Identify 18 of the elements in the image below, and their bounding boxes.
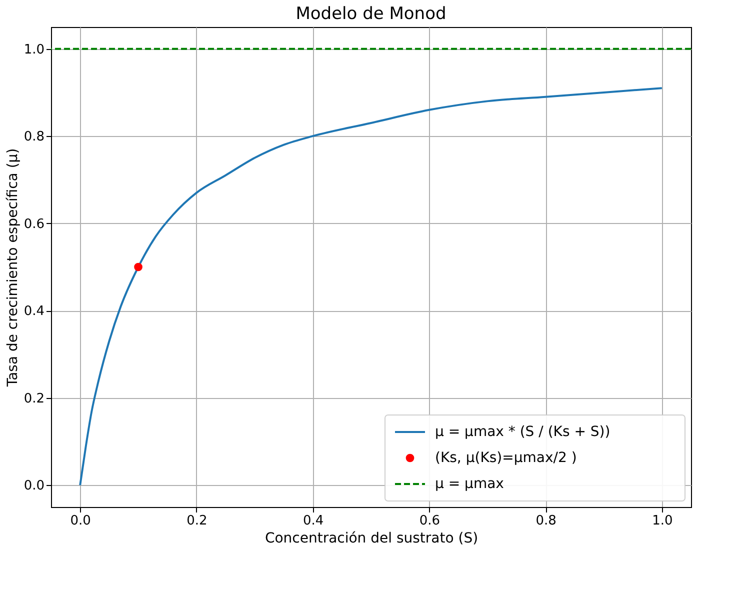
x-tick-label: 0.8 [536,514,556,528]
x-tick-label: 0.6 [419,514,440,528]
x-tick-label: 0.4 [302,514,324,528]
y-tick-label: 1.0 [24,42,44,58]
chart-title: Modelo de Monod [296,4,446,24]
y-tick-label: 0.0 [24,478,44,494]
y-axis-title: Tasa de crecimiento específica (μ) [4,148,21,388]
y-tick-label: 0.2 [24,391,44,406]
legend-label: (Ks, μ(Ks)=μmax/2 ) [435,450,577,466]
y-tick-label: 0.4 [24,304,44,320]
x-tick-label: 0.0 [70,514,91,528]
y-tick-label: 0.6 [24,216,44,232]
legend-label: μ = μmax [435,476,504,492]
x-axis-title: Concentración del sustrato (S) [264,530,478,546]
legend-label: μ = μmax * (S / (Ks + S)) [435,424,610,440]
y-tick-label: 0.8 [24,130,44,145]
x-tick-label: 0.2 [186,514,208,528]
x-tick-label: 1.0 [652,514,673,528]
